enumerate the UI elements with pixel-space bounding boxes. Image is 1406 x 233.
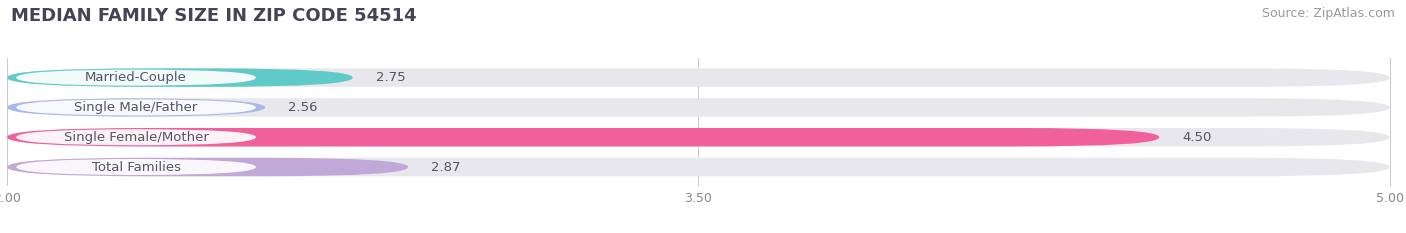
Text: Single Female/Mother: Single Female/Mother bbox=[63, 131, 208, 144]
Text: Total Families: Total Families bbox=[91, 161, 180, 174]
Text: 2.56: 2.56 bbox=[288, 101, 318, 114]
FancyBboxPatch shape bbox=[7, 128, 1389, 147]
FancyBboxPatch shape bbox=[17, 129, 256, 145]
FancyBboxPatch shape bbox=[17, 99, 256, 116]
FancyBboxPatch shape bbox=[7, 68, 353, 87]
FancyBboxPatch shape bbox=[7, 158, 1389, 176]
Text: 4.50: 4.50 bbox=[1182, 131, 1212, 144]
Text: Single Male/Father: Single Male/Father bbox=[75, 101, 198, 114]
Text: MEDIAN FAMILY SIZE IN ZIP CODE 54514: MEDIAN FAMILY SIZE IN ZIP CODE 54514 bbox=[11, 7, 416, 25]
FancyBboxPatch shape bbox=[17, 159, 256, 175]
Text: Source: ZipAtlas.com: Source: ZipAtlas.com bbox=[1261, 7, 1395, 20]
FancyBboxPatch shape bbox=[7, 68, 1389, 87]
Text: 2.75: 2.75 bbox=[375, 71, 405, 84]
FancyBboxPatch shape bbox=[7, 128, 1160, 147]
FancyBboxPatch shape bbox=[17, 70, 256, 86]
Text: 2.87: 2.87 bbox=[432, 161, 461, 174]
FancyBboxPatch shape bbox=[7, 98, 266, 117]
FancyBboxPatch shape bbox=[7, 98, 1389, 117]
Text: Married-Couple: Married-Couple bbox=[86, 71, 187, 84]
FancyBboxPatch shape bbox=[7, 158, 408, 176]
